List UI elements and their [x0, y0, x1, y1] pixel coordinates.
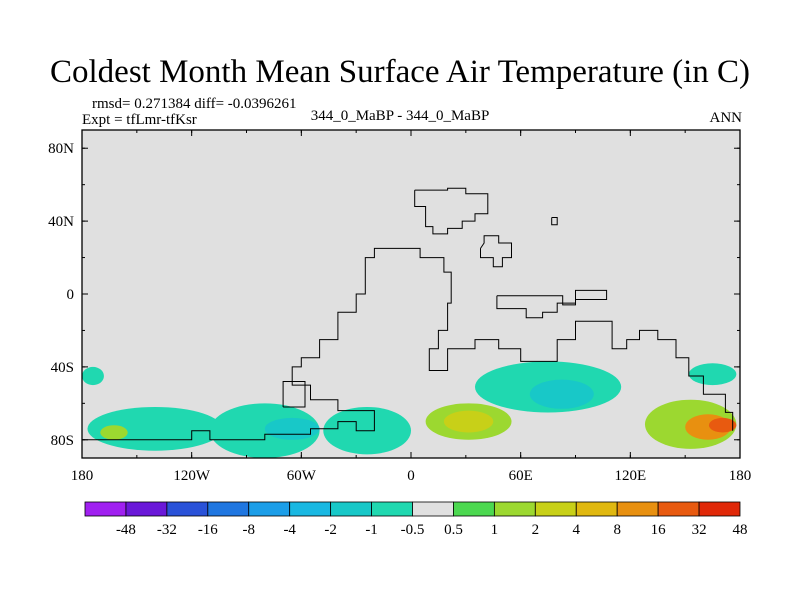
colorbar-swatch	[453, 501, 495, 517]
coastline-pangea-west	[82, 247, 734, 441]
colorbar-swatch	[534, 501, 577, 517]
x-tick-label: 60W	[287, 468, 317, 484]
colorbar-label: 48	[733, 522, 748, 538]
x-tick-label: 60E	[509, 468, 533, 484]
plot-background	[82, 130, 740, 458]
season-label: ANN	[709, 110, 743, 126]
anomaly-south-america-southern	[209, 403, 320, 458]
x-tick-label: 120E	[614, 468, 646, 484]
axes: 180 120W 60W 0 60E 120E 180 80N 40N 0 40S 80S	[48, 129, 752, 484]
colorbar-label: -2	[324, 522, 337, 538]
y-tick-label: 0	[67, 287, 75, 303]
y-tick-label: 40S	[51, 360, 74, 376]
anomaly-pacific-southern-green	[100, 425, 128, 440]
anomaly-east-pacific-midlat	[82, 366, 104, 386]
case-label: 344_0_MaBP - 344_0_MaBP	[310, 108, 490, 124]
anomaly-west-pacific-midlat	[688, 363, 737, 386]
chart-title: Coldest Month Mean Surface Air Temperatu…	[50, 54, 750, 90]
colorbar-swatch	[616, 501, 659, 517]
coastline-east-arc	[480, 235, 512, 268]
colorbar-swatch	[657, 501, 700, 517]
colorbar-swatch	[698, 501, 741, 517]
coastline-east-strip	[496, 289, 608, 319]
anomaly-indian-ocean-inner	[529, 379, 594, 409]
colorbar-swatch	[207, 501, 250, 517]
coastline-north-landmass	[414, 187, 489, 235]
coastline-south-america-tip	[282, 381, 306, 408]
colorbar-label: -32	[157, 522, 177, 538]
coastline-small-island-north	[551, 217, 558, 226]
colorbar-label: 32	[692, 522, 707, 538]
experiment-label: Expt = tfLmr-tfKsr	[82, 112, 197, 128]
colorbar-label: -4	[283, 522, 296, 538]
colorbar-label: -1	[365, 522, 378, 538]
colorbar-swatch	[371, 501, 413, 517]
anomaly-west-pacific-red	[708, 417, 737, 433]
x-tick-label: 120W	[173, 468, 211, 484]
x-tick-label: 180	[729, 468, 752, 484]
colorbar-swatch	[84, 501, 127, 517]
colorbar-label: 0.5	[444, 522, 463, 538]
colorbar-swatch	[330, 501, 372, 517]
stats-text: rmsd= 0.271384 diff= -0.0396261	[92, 96, 297, 112]
colorbar-label: 4	[573, 522, 581, 538]
colorbar-label: 1	[491, 522, 499, 538]
colorbar: -48 -32 -16 -8 -4 -2 -1 -0.5 0.5 1 2 4 8 16 32 48	[84, 501, 748, 538]
colorbar-label: -16	[198, 522, 218, 538]
colorbar-label: -0.5	[401, 522, 425, 538]
colorbar-swatch	[166, 501, 209, 517]
colorbar-label: -48	[116, 522, 136, 538]
colorbar-label: -8	[243, 522, 256, 538]
x-tick-label: 180	[71, 468, 94, 484]
colorbar-swatch	[412, 501, 454, 517]
colorbar-swatch	[289, 501, 332, 517]
colorbar-swatch	[493, 501, 536, 517]
colorbar-swatch	[125, 501, 168, 517]
plot-area	[82, 130, 740, 458]
y-tick-label: 80N	[48, 141, 74, 157]
x-tick-label: 0	[407, 468, 415, 484]
anomaly-south-africa-core	[443, 410, 494, 433]
colorbar-label: 8	[613, 522, 621, 538]
colorbar-label: 16	[651, 522, 667, 538]
colorbar-swatch	[575, 501, 618, 517]
y-tick-label: 40N	[48, 214, 74, 230]
colorbar-swatch	[248, 501, 291, 517]
y-tick-label: 80S	[51, 433, 74, 449]
colorbar-label: 2	[532, 522, 540, 538]
